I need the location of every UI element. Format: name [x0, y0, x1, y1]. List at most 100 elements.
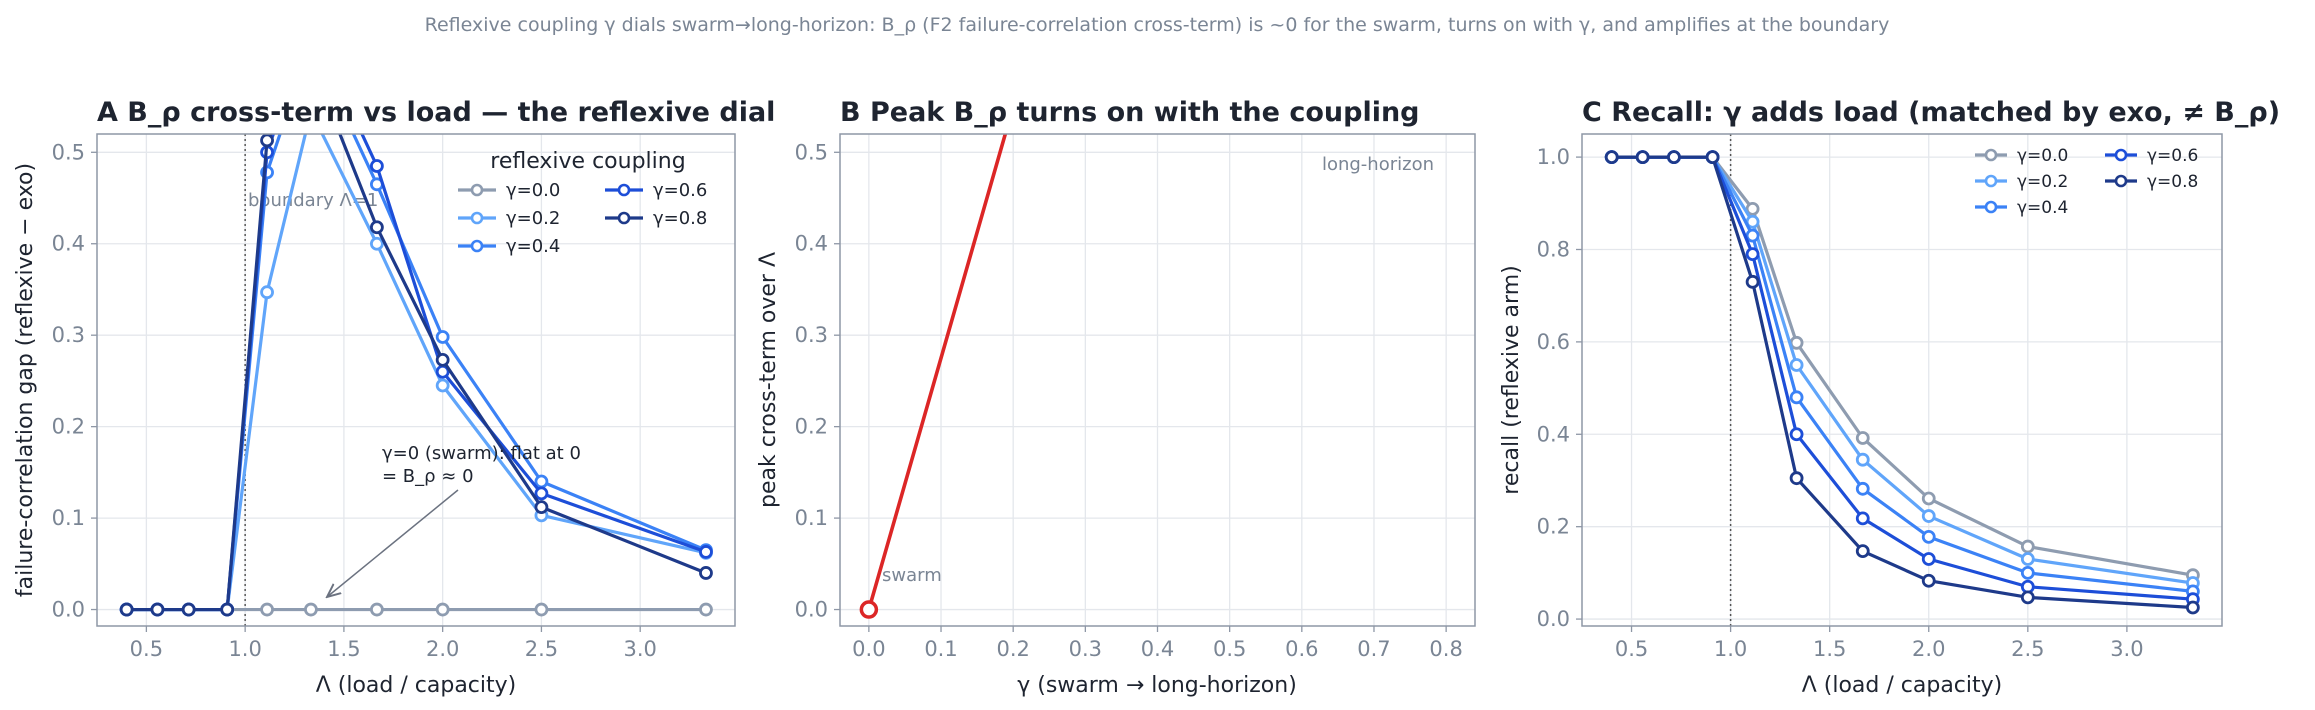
- panel-a-annotation-arrow: [327, 489, 459, 597]
- data-point: [2020, 590, 2035, 605]
- panel-a: A B_ρ cross-term vs load — the reflexive…: [13, 19, 775, 698]
- xtick-label: 1.0: [228, 637, 261, 661]
- panel-a-legend: reflexive coupling γ=0.0 γ=0.2 γ=0.4 γ=0.6 γ…: [458, 149, 707, 257]
- panel-b-xlabel: γ (swarm → long-horizon): [1017, 673, 1297, 698]
- series-line: [867, 134, 1008, 611]
- panel-c-frame: [1581, 133, 2223, 627]
- legend-entry: γ=0.8: [605, 208, 707, 229]
- data-point: [435, 352, 450, 367]
- panel-a-ylabel: failure-correlation gap (reflexive − exo…: [13, 163, 38, 597]
- data-point: [1745, 228, 1760, 243]
- xtick-label: 2.5: [525, 637, 558, 661]
- legend-marker: [470, 183, 484, 197]
- xtick-label: 0.2: [996, 637, 1029, 661]
- panel-a-plot: [119, 19, 713, 617]
- swarm-start-point: [859, 600, 879, 619]
- legend-marker: [2114, 174, 2128, 188]
- legend-marker: [2114, 148, 2128, 162]
- data-point: [2020, 552, 2035, 566]
- data-point: [181, 602, 196, 617]
- data-point: [1921, 509, 1936, 523]
- data-point: [1921, 529, 1936, 544]
- panel-b: B Peak B_ρ turns on with the coupling 0.…: [756, 97, 1476, 698]
- series-γ=0.8: [119, 134, 713, 617]
- series-γ=0.8: [1604, 150, 2200, 615]
- legend-entry: γ=0.2: [458, 208, 560, 229]
- panel-a-xticks: 0.5 1.0 1.5 2.0 2.5 3.0: [130, 626, 657, 661]
- data-point: [119, 602, 134, 617]
- data-point: [305, 19, 316, 30]
- legend-entry: γ=0.4: [458, 236, 560, 257]
- ytick-label: 0.3: [52, 323, 85, 347]
- legend-marker: [617, 211, 631, 225]
- panel-a-grid: [97, 134, 735, 626]
- data-point: [1855, 481, 1870, 496]
- panel-c-legend: γ=0.0 γ=0.2 γ=0.4 γ=0.6 γ=0.8: [1975, 146, 2198, 218]
- xtick-label: 2.0: [1912, 637, 1945, 661]
- xtick-label: 3.0: [2110, 637, 2143, 661]
- xtick-label: 0.5: [130, 637, 163, 661]
- panel-c-grid: [1582, 134, 2222, 626]
- data-point: [1667, 150, 1681, 164]
- data-point: [304, 602, 318, 617]
- data-point: [1855, 544, 1870, 559]
- data-point: [150, 602, 165, 617]
- ytick-label: 0.6: [1537, 330, 1570, 354]
- data-point: [260, 602, 274, 617]
- legend-label: γ=0.4: [506, 236, 560, 257]
- data-point: [1745, 274, 1760, 289]
- xtick-label: 0.5: [1615, 637, 1648, 661]
- panel-a-xlabel: Λ (load / capacity): [316, 673, 517, 698]
- legend-marker: [470, 211, 484, 225]
- data-point: [1855, 452, 1870, 467]
- xtick-label: 0.1: [924, 637, 957, 661]
- figure-suptitle: Reflexive coupling γ dials swarm→long-ho…: [425, 14, 1890, 36]
- legend-marker: [1984, 200, 1998, 214]
- data-point: [534, 602, 549, 617]
- legend-marker: [470, 239, 484, 253]
- xtick-label: 0.8: [1429, 637, 1462, 661]
- data-point: [1855, 511, 1870, 526]
- series-γ=0.2: [1604, 150, 2200, 590]
- xtick-label: 3.0: [623, 637, 656, 661]
- data-point: [435, 378, 450, 393]
- panel-a-yticks: 0.0 0.1 0.2 0.3 0.4 0.5: [52, 140, 97, 622]
- data-point: [260, 134, 274, 148]
- series-line: [1611, 155, 2194, 577]
- data-point: [435, 602, 450, 617]
- ytick-label: 0.1: [795, 506, 828, 530]
- panel-a-legend-title: reflexive coupling: [490, 149, 685, 174]
- panel-b-title: B Peak B_ρ turns on with the coupling: [840, 97, 1420, 128]
- xtick-label: 0.4: [1141, 637, 1174, 661]
- ytick-label: 0.5: [795, 140, 828, 164]
- data-point: [534, 486, 549, 501]
- ytick-label: 1.0: [1537, 145, 1570, 169]
- data-point: [305, 37, 316, 48]
- data-point: [2185, 600, 2200, 615]
- ytick-label: 0.0: [52, 598, 85, 622]
- panel-b-yticks: 0.0 0.1 0.2 0.3 0.4 0.5: [795, 140, 840, 622]
- xtick-label: 2.5: [2011, 637, 2044, 661]
- ytick-label: 0.3: [795, 323, 828, 347]
- panel-a-frame: [96, 133, 736, 627]
- legend-label: γ=0.6: [653, 180, 707, 201]
- xtick-label: 2.0: [426, 637, 459, 661]
- ytick-label: 0.2: [795, 415, 828, 439]
- data-point: [1705, 150, 1720, 164]
- panel-c-xlabel: Λ (load / capacity): [1802, 673, 2003, 698]
- data-point: [699, 566, 713, 580]
- xtick-label: 0.3: [1069, 637, 1102, 661]
- panel-c: C Recall: γ adds load (matched by exo, ≠…: [1499, 97, 2280, 698]
- data-point: [2020, 539, 2035, 554]
- data-point: [699, 602, 713, 617]
- series-line: [126, 134, 707, 612]
- ytick-label: 0.4: [52, 232, 85, 256]
- ytick-label: 0.2: [1537, 515, 1570, 539]
- data-point: [1921, 491, 1936, 506]
- data-point: [1789, 427, 1804, 442]
- data-point: [1855, 431, 1870, 445]
- legend-label: γ=0.0: [2017, 146, 2068, 166]
- legend-label: γ=0.8: [653, 208, 707, 229]
- data-point: [369, 220, 384, 235]
